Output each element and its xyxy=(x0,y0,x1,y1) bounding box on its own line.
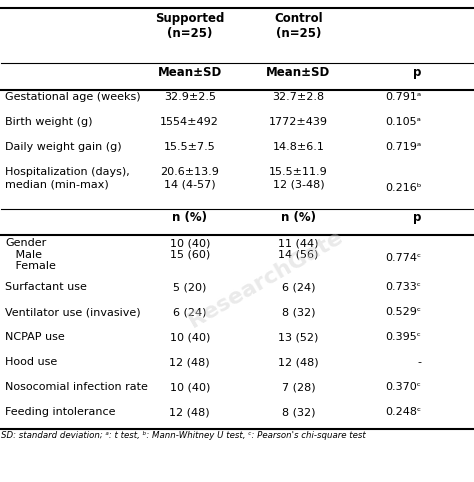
Text: p: p xyxy=(413,66,421,79)
Text: 0.216ᵇ: 0.216ᵇ xyxy=(385,183,421,193)
Text: 15.5±7.5: 15.5±7.5 xyxy=(164,143,216,152)
Text: 14.8±6.1: 14.8±6.1 xyxy=(273,143,324,152)
Text: 6 (24): 6 (24) xyxy=(173,308,207,317)
Text: 6 (24): 6 (24) xyxy=(282,282,315,292)
Text: 0.733ᶜ: 0.733ᶜ xyxy=(385,282,421,292)
Text: 0.370ᶜ: 0.370ᶜ xyxy=(385,382,421,392)
Text: 0.529ᶜ: 0.529ᶜ xyxy=(385,308,421,317)
Text: 32.7±2.8: 32.7±2.8 xyxy=(273,93,325,103)
Text: p: p xyxy=(413,211,421,224)
Text: Birth weight (g): Birth weight (g) xyxy=(5,118,93,127)
Text: n (%): n (%) xyxy=(281,211,316,224)
Text: 1772±439: 1772±439 xyxy=(269,118,328,127)
Text: 13 (52): 13 (52) xyxy=(278,332,319,342)
Text: 0.395ᶜ: 0.395ᶜ xyxy=(385,332,421,342)
Text: ResearchGate: ResearchGate xyxy=(185,227,346,332)
Text: 5 (20): 5 (20) xyxy=(173,282,206,292)
Text: 0.719ᵃ: 0.719ᵃ xyxy=(385,143,421,152)
Text: Mean±SD: Mean±SD xyxy=(266,66,330,79)
Text: Control
(n=25): Control (n=25) xyxy=(274,12,323,40)
Text: 12 (48): 12 (48) xyxy=(169,357,210,367)
Text: NCPAP use: NCPAP use xyxy=(5,332,65,342)
Text: -: - xyxy=(417,357,421,367)
Text: 8 (32): 8 (32) xyxy=(282,308,315,317)
Text: 15.5±11.9
12 (3-48): 15.5±11.9 12 (3-48) xyxy=(269,167,328,189)
Text: 7 (28): 7 (28) xyxy=(282,382,315,392)
Text: Daily weight gain (g): Daily weight gain (g) xyxy=(5,143,122,152)
Text: Nosocomial infection rate: Nosocomial infection rate xyxy=(5,382,148,392)
Text: 0.105ᵃ: 0.105ᵃ xyxy=(385,118,421,127)
Text: Ventilator use (invasive): Ventilator use (invasive) xyxy=(5,308,141,317)
Text: 0.248ᶜ: 0.248ᶜ xyxy=(385,407,421,417)
Text: 32.9±2.5: 32.9±2.5 xyxy=(164,93,216,103)
Text: 0.774ᶜ: 0.774ᶜ xyxy=(385,253,421,263)
Text: Hospitalization (days),
median (min-max): Hospitalization (days), median (min-max) xyxy=(5,167,130,189)
Text: 8 (32): 8 (32) xyxy=(282,407,315,417)
Text: Gender
   Male
   Female: Gender Male Female xyxy=(5,238,56,271)
Text: 10 (40): 10 (40) xyxy=(170,382,210,392)
Text: Feeding intolerance: Feeding intolerance xyxy=(5,407,116,417)
Text: 10 (40)
15 (60): 10 (40) 15 (60) xyxy=(170,238,210,260)
Text: 12 (48): 12 (48) xyxy=(278,357,319,367)
Text: Gestational age (weeks): Gestational age (weeks) xyxy=(5,93,141,103)
Text: Mean±SD: Mean±SD xyxy=(158,66,222,79)
Text: 12 (48): 12 (48) xyxy=(169,407,210,417)
Text: 0.791ᵃ: 0.791ᵃ xyxy=(385,93,421,103)
Text: Hood use: Hood use xyxy=(5,357,58,367)
Text: 11 (44)
14 (56): 11 (44) 14 (56) xyxy=(278,238,319,260)
Text: Surfactant use: Surfactant use xyxy=(5,282,87,292)
Text: 1554±492: 1554±492 xyxy=(160,118,219,127)
Text: Supported
(n=25): Supported (n=25) xyxy=(155,12,224,40)
Text: 10 (40): 10 (40) xyxy=(170,332,210,342)
Text: 20.6±13.9
14 (4-57): 20.6±13.9 14 (4-57) xyxy=(160,167,219,189)
Text: SD: standard deviation; ᵃ: t test, ᵇ: Mann-Whitney U test, ᶜ: Pearson's chi-squa: SD: standard deviation; ᵃ: t test, ᵇ: Ma… xyxy=(0,431,365,441)
Text: n (%): n (%) xyxy=(172,211,207,224)
